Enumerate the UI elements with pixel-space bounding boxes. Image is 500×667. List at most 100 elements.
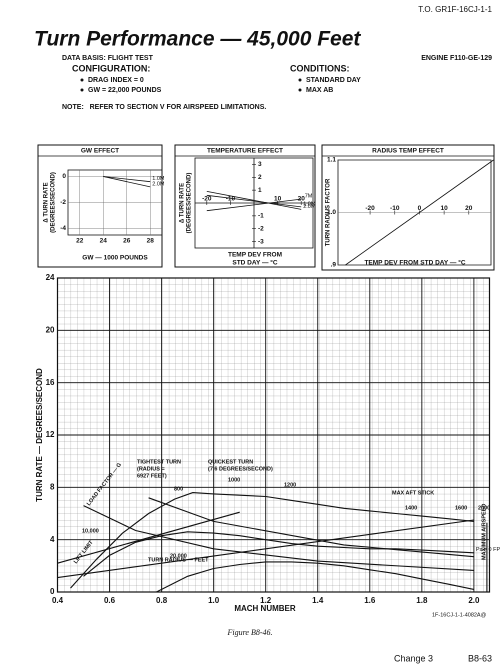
annotation: (RADIUS = [137,466,165,472]
inset-title: TEMPERATURE EFFECT [207,148,283,155]
y-tick-label: -3 [258,238,264,245]
y-tick-label: 12 [46,430,55,439]
annotation: 2000 [478,505,490,511]
x-axis-label: TEMP DEV FROM [228,252,282,259]
x-tick-label: 10 [440,205,448,212]
condition-item: MAX AB [306,87,333,94]
x-tick-label: 1.2 [260,596,272,605]
change: Change 3 [394,653,433,663]
x-tick-label: 2.0 [468,596,480,605]
annotation: MAX AFT STICK [392,490,434,496]
x-axis-label: GW — 1000 POUNDS [82,255,148,262]
plot-frame [56,277,491,593]
y-tick-label: 3 [258,161,262,168]
x-axis-label: MACH NUMBER [234,604,296,613]
y-tick-label: -2 [60,199,66,206]
x-tick-label: 10 [274,196,282,203]
annotation: TURN RADIUS — FEET [148,557,209,563]
x-axis-label: STD DAY — °C [232,259,278,267]
inset-title: RADIUS TEMP EFFECT [372,148,444,155]
curve [345,159,494,266]
x-tick-label: 1.0 [208,596,220,605]
annotation: TIGHTEST TURN [137,459,181,465]
x-tick-label: 0 [418,205,422,212]
x-tick-label: 1.8 [416,596,428,605]
config-item: DRAG INDEX = 0 [88,77,144,84]
x-tick-label: 0.6 [104,596,116,605]
y-tick-label: 24 [46,273,55,282]
y-axis-label: TURN RADIUS FACTOR [326,178,332,246]
x-tick-label: 1.4 [312,596,324,605]
x-tick-label: -10 [390,205,400,212]
y-axis-label: (DEGREES/SECOND) [187,173,193,234]
curve-label: .7M [303,194,313,200]
annotation: 1600 [455,505,467,511]
annotation: 1400 [405,505,417,511]
annotation: 1000 [228,477,240,483]
curve [206,191,302,210]
y-tick-label: -1 [258,213,264,220]
y-axis-label: Δ TURN RATE [180,183,186,223]
curve [70,492,474,589]
curve-label: Ps = 0 FPS [476,547,500,553]
curve-label: 2.0M [152,181,165,187]
x-tick-label: 22 [76,238,84,245]
curve-label: 1.0M [303,201,316,207]
bullet [80,78,84,82]
inset-frame [174,144,316,268]
y-axis-label: TURN RATE — DEGREES/SECOND [35,368,44,502]
x-tick-label: 1.6 [364,596,376,605]
condition-item: STANDARD DAY [306,77,361,84]
x-tick-label: 28 [147,238,155,245]
curve [206,198,302,212]
curve [57,511,240,564]
x-tick-label: 24 [100,238,108,245]
y-tick-label: -4 [60,225,66,232]
curve [83,505,474,571]
y-tick-label: 20 [46,325,55,334]
x-axis-label: TEMP DEV FROM STD DAY — °C [364,259,465,267]
curve [57,519,474,579]
config-heading: CONFIGURATION: [72,63,150,73]
y-tick-label: 0 [62,173,66,180]
inset-frame [37,144,163,268]
curve [103,176,151,183]
y-tick-label: .9 [331,262,337,269]
annotation: MAXIMUM AIRSPEED [481,504,487,560]
bullet [298,78,302,82]
y-tick-label: 1 [258,187,262,194]
y-tick-label: 16 [46,378,55,387]
y-tick-label: 4 [50,535,55,544]
annotation: 800 [174,486,183,492]
annotation: 10,000 [82,528,99,534]
y-tick-label: 2 [258,174,262,181]
doc-id: T.O. GR1F-16CJ-1-1 [418,5,492,14]
curve [83,531,474,577]
annotation: 6927 FEET) [137,473,167,479]
figure-code: 1F-16CJ-1-1-4082A@ [432,612,487,618]
curve [148,497,474,558]
y-tick-label: -2 [258,225,264,232]
caption: Figure B8-46. [226,628,272,637]
curve [206,194,302,208]
y-tick-label: 1.1 [327,157,336,164]
title: Turn Performance — 45,000 Feet [34,28,361,51]
curve-label: 2.0M [303,204,316,210]
annotation: QUICKEST TURN [208,459,253,465]
inset-title: GW EFFECT [81,148,119,155]
curve-label: 1.0M [152,176,165,182]
config-item: GW = 22,000 POUNDS [88,87,162,94]
x-tick-label: 0.4 [52,596,64,605]
y-tick-label: 0 [50,587,55,596]
x-tick-label: 20 [465,205,473,212]
x-tick-label: 26 [123,238,131,245]
annotation: 20,000 [170,553,187,559]
y-tick-label: 8 [50,482,55,491]
inset-frame [321,144,495,271]
bullet [80,88,84,92]
data-basis: DATA BASIS: FLIGHT TEST [62,55,154,62]
annotation: 1200 [284,482,296,488]
x-tick-label: 0.8 [156,596,168,605]
x-tick-label: 20 [298,196,306,203]
